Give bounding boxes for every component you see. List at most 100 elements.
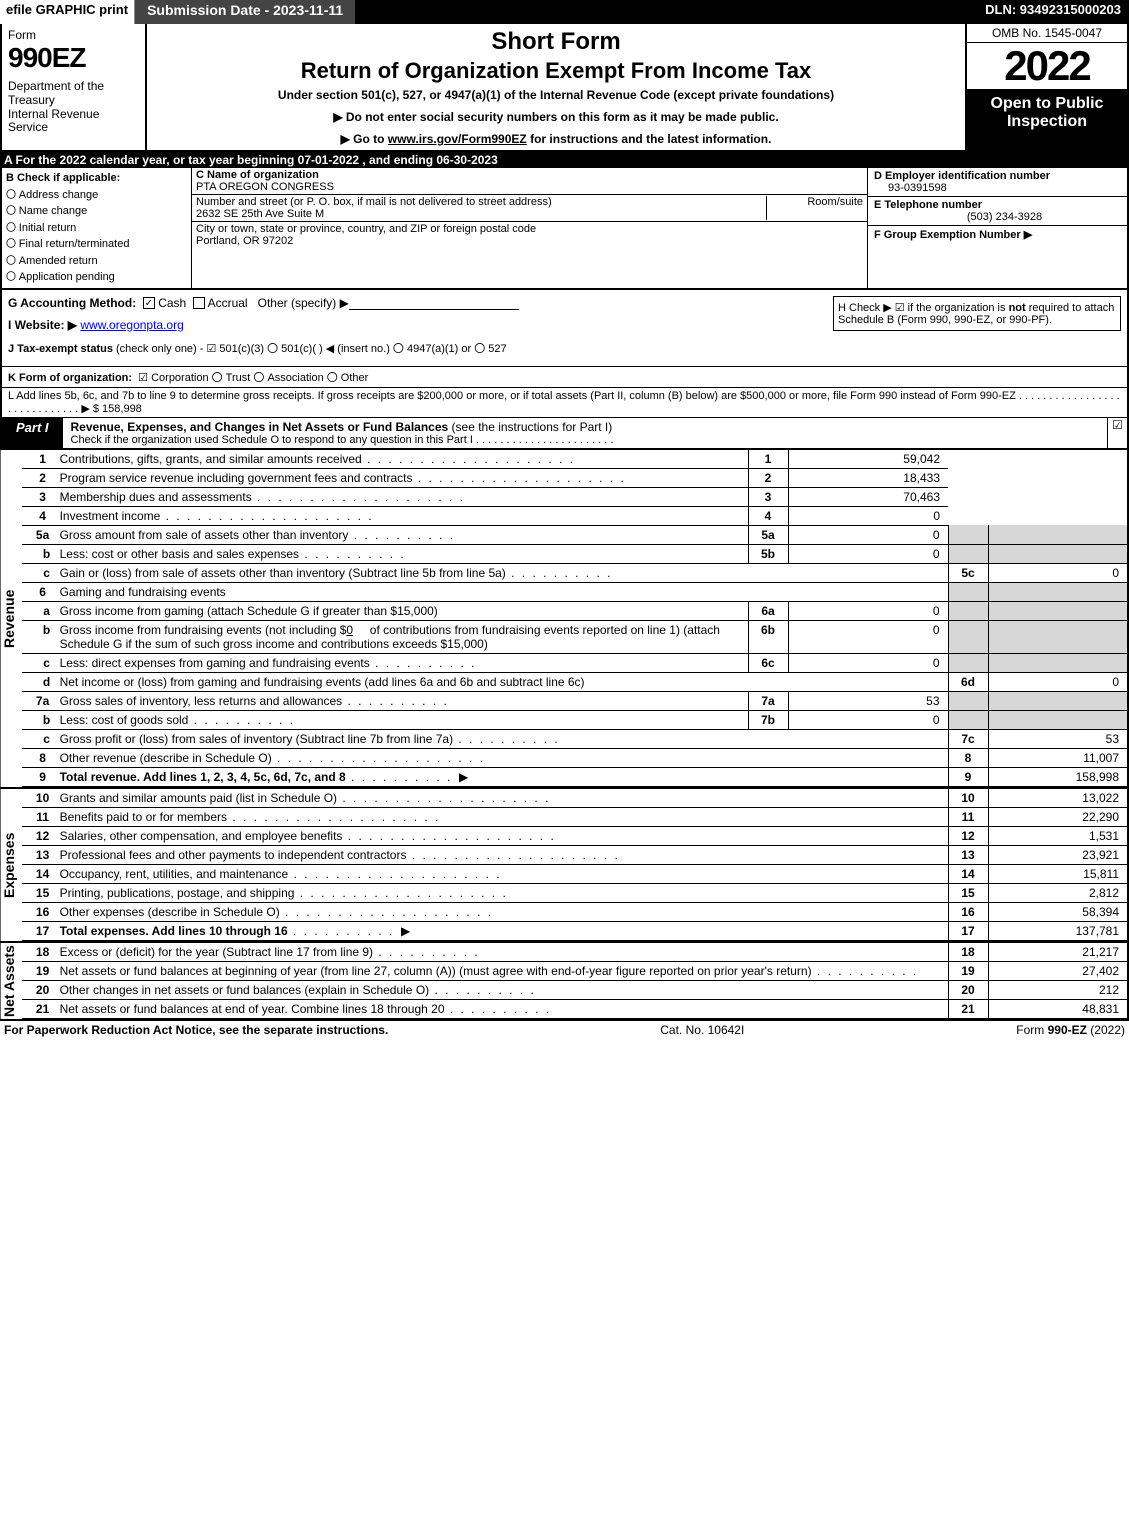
h-text1: H Check ▶ ☑ if the organization is [838, 302, 1009, 314]
rn-12: 12 [948, 826, 988, 845]
instr-pre: ▶ Go to [341, 132, 388, 146]
ln-6d: d [22, 672, 56, 691]
block-bcd: B Check if applicable: Address change Na… [0, 168, 1129, 290]
org-name: PTA OREGON CONGRESS [196, 181, 334, 193]
chk-name[interactable]: Name change [6, 203, 187, 220]
k-opts: ☑ Corporation 〇 Trust 〇 Association 〇 Ot… [138, 372, 368, 384]
chk-address[interactable]: Address change [6, 187, 187, 204]
d-2: Program service revenue including govern… [56, 468, 748, 487]
j-label: J Tax-exempt status [8, 343, 113, 355]
form-header: Form 990EZ Department of the Treasury In… [0, 24, 1129, 152]
d-ein-label: D Employer identification number [874, 170, 1121, 182]
d-6b-v: 0 [346, 623, 353, 637]
rn-17: 17 [948, 921, 988, 940]
form-number: 990EZ [8, 42, 139, 74]
netassets-side-label: Net Assets [0, 943, 22, 1019]
d-10: Grants and similar amounts paid (list in… [56, 789, 948, 808]
iv-7a: 53 [788, 691, 948, 710]
website-link[interactable]: www.oregonpta.org [80, 318, 183, 332]
k-label: K Form of organization: [8, 372, 132, 384]
rn-19: 19 [948, 961, 988, 980]
rn-6d: 6d [948, 672, 988, 691]
rn-6 [948, 582, 988, 601]
footer-center: Cat. No. 10642I [388, 1023, 1016, 1037]
ln-7b: b [22, 710, 56, 729]
d-21: Net assets or fund balances at end of ye… [56, 999, 948, 1018]
ln-12: 12 [22, 826, 56, 845]
chk-initial[interactable]: Initial return [6, 220, 187, 237]
part-i-chk[interactable]: ☑ [1107, 418, 1127, 448]
netassets-table: 18Excess or (deficit) for the year (Subt… [22, 943, 1129, 1019]
rv-4: 0 [788, 506, 948, 525]
part-i-title-main: Revenue, Expenses, and Changes in Net As… [71, 420, 449, 434]
section-l: L Add lines 5b, 6c, and 7b to line 9 to … [0, 388, 1129, 418]
irs-link[interactable]: www.irs.gov/Form990EZ [388, 132, 527, 146]
d-3: Membership dues and assessments [56, 487, 748, 506]
d-6d: Net income or (loss) from gaming and fun… [56, 672, 948, 691]
ln-18: 18 [22, 943, 56, 962]
room-label: Room/suite [766, 196, 863, 220]
chk-accrual[interactable] [193, 297, 205, 309]
chk-amended[interactable]: Amended return [6, 253, 187, 270]
rv-7a [988, 691, 1128, 710]
ln-13: 13 [22, 845, 56, 864]
chk-pending[interactable]: Application pending [6, 269, 187, 286]
rn-7b [948, 710, 988, 729]
d-11: Benefits paid to or for members [56, 807, 948, 826]
rn-11: 11 [948, 807, 988, 826]
footer-r-post: (2022) [1087, 1023, 1125, 1037]
in-7b: 7b [748, 710, 788, 729]
rv-6b [988, 620, 1128, 653]
ln-19: 19 [22, 961, 56, 980]
rn-15: 15 [948, 883, 988, 902]
l-text: L Add lines 5b, 6c, and 7b to line 9 to … [8, 390, 1120, 415]
ln-7a: 7a [22, 691, 56, 710]
rv-1: 59,042 [788, 450, 948, 469]
section-g: G Accounting Method: ✓ Cash Accrual Othe… [8, 296, 821, 310]
e-tel-label: E Telephone number [874, 199, 1121, 211]
rv-7c: 53 [988, 729, 1128, 748]
in-5a: 5a [748, 525, 788, 544]
f-group-label: F Group Exemption Number ▶ [874, 228, 1121, 241]
efile-print[interactable]: efile GRAPHIC print [0, 0, 134, 24]
ln-5a: 5a [22, 525, 56, 544]
rv-10: 13,022 [988, 789, 1128, 808]
d-6: Gaming and fundraising events [56, 582, 948, 601]
rv-5c: 0 [988, 563, 1128, 582]
d-19: Net assets or fund balances at beginning… [56, 961, 948, 980]
ln-6: 6 [22, 582, 56, 601]
city-value: Portland, OR 97202 [196, 235, 536, 247]
in-6b: 6b [748, 620, 788, 653]
g-other-blank[interactable] [349, 309, 519, 310]
iv-5b: 0 [788, 544, 948, 563]
d-17: Total expenses. Add lines 10 through 16 … [56, 921, 948, 940]
rn-7a [948, 691, 988, 710]
j-opts: ☑ 501(c)(3) 〇 501(c)( ) ◀ (insert no.) 〇… [207, 343, 507, 355]
rv-6c [988, 653, 1128, 672]
rn-5a [948, 525, 988, 544]
revenue-side-label: Revenue [0, 450, 22, 787]
rv-17: 137,781 [988, 921, 1128, 940]
ln-16: 16 [22, 902, 56, 921]
chk-cash[interactable]: ✓ [143, 297, 155, 309]
e-tel: (503) 234-3928 [888, 211, 1121, 223]
rn-21: 21 [948, 999, 988, 1018]
rn-9: 9 [948, 767, 988, 786]
dln: DLN: 93492315000203 [977, 0, 1129, 24]
d-16: Other expenses (describe in Schedule O) [56, 902, 948, 921]
in-5b: 5b [748, 544, 788, 563]
ssn-warning: ▶ Do not enter social security numbers o… [155, 110, 957, 124]
rn-18: 18 [948, 943, 988, 962]
rn-6a [948, 601, 988, 620]
rn-16: 16 [948, 902, 988, 921]
top-bar: efile GRAPHIC print Submission Date - 20… [0, 0, 1129, 24]
rn-2: 2 [748, 468, 788, 487]
chk-final[interactable]: Final return/terminated [6, 236, 187, 253]
section-j: J Tax-exempt status (check only one) - ☑… [8, 340, 821, 356]
rn-14: 14 [948, 864, 988, 883]
ln-21: 21 [22, 999, 56, 1018]
rv-6 [988, 582, 1128, 601]
d-6c: Less: direct expenses from gaming and fu… [56, 653, 748, 672]
rn-7c: 7c [948, 729, 988, 748]
gh-left: G Accounting Method: ✓ Cash Accrual Othe… [2, 290, 827, 366]
